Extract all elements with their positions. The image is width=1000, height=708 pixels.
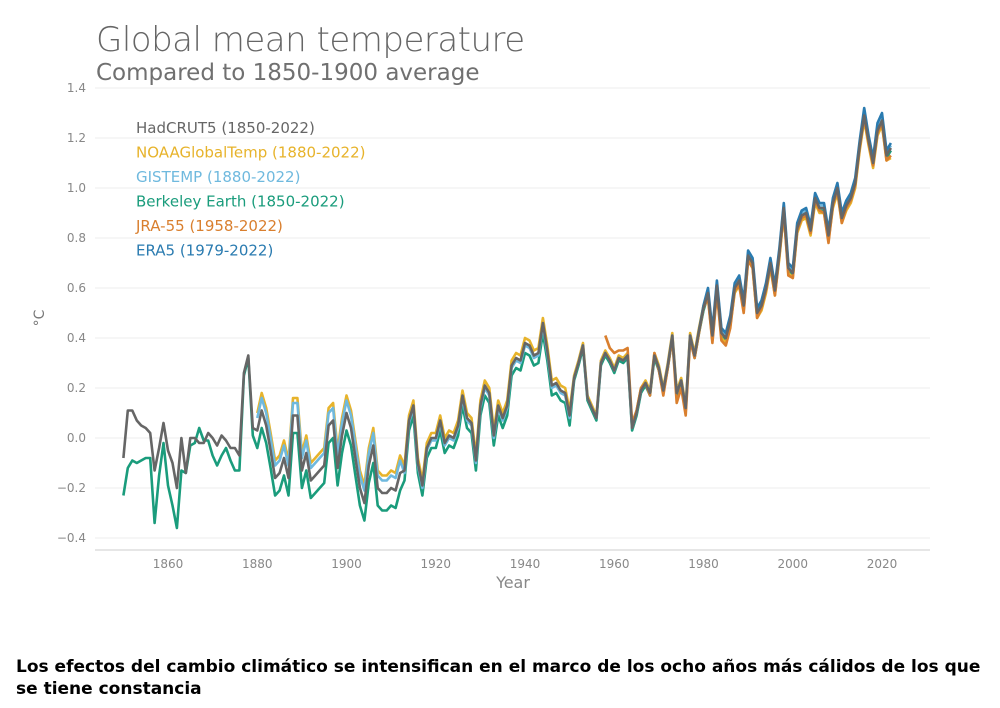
chart-title: Global mean temperature: [96, 20, 525, 60]
series-line-hadcrut5: [122, 114, 893, 505]
x-tick-label: 1940: [510, 557, 541, 571]
chart-subtitle: Compared to 1850-1900 average: [96, 60, 480, 86]
series-line-jra-55: [604, 116, 892, 425]
x-tick-label: 1880: [242, 557, 273, 571]
y-tick-label: 0.6: [67, 281, 86, 295]
legend-entry: HadCRUT5 (1850-2022): [136, 119, 315, 137]
legend-entry: GISTEMP (1880-2022): [136, 168, 300, 186]
y-tick-label: 0.2: [67, 381, 86, 395]
legend-entry: JRA-55 (1958-2022): [135, 217, 283, 235]
caption: Los efectos del cambio climático se inte…: [16, 657, 981, 699]
x-tick-label: 2020: [867, 557, 898, 571]
y-tick-label: 0.8: [67, 231, 86, 245]
y-tick-label: −0.4: [57, 531, 86, 545]
x-tick-label: 1900: [331, 557, 362, 571]
y-tick-label: 0.4: [67, 331, 86, 345]
x-tick-label: 1860: [153, 557, 184, 571]
x-tick-label: 1960: [599, 557, 630, 571]
x-axis-label: Year: [495, 573, 530, 592]
legend-entry: NOAAGlobalTemp (1880-2022): [136, 144, 366, 162]
y-axis-label: °C: [32, 309, 48, 326]
legend-entry: Berkeley Earth (1850-2022): [136, 193, 345, 211]
y-tick-label: 1.4: [67, 81, 86, 95]
y-tick-label: 1.2: [67, 131, 86, 145]
x-tick-label: 2000: [777, 557, 808, 571]
y-tick-label: −0.2: [57, 481, 86, 495]
legend-entry: ERA5 (1979-2022): [136, 242, 273, 260]
x-tick-label: 1980: [688, 557, 719, 571]
y-tick-label: 0.0: [67, 431, 86, 445]
x-tick-label: 1920: [420, 557, 451, 571]
y-tick-label: 1.0: [67, 181, 86, 195]
